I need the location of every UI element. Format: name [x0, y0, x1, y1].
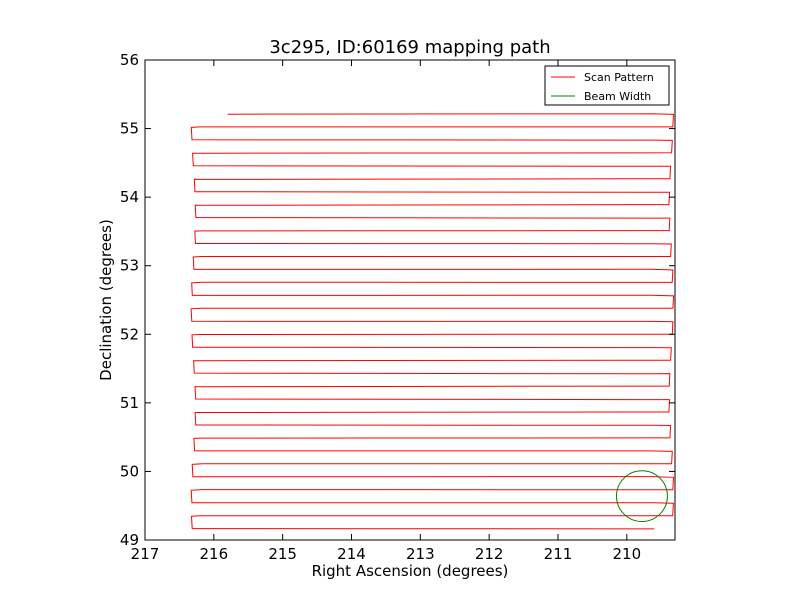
x-tick-label: 210	[612, 545, 641, 563]
x-tick-label: 215	[268, 545, 297, 563]
x-tick-label: 211	[544, 545, 573, 563]
y-tick-label: 49	[120, 531, 139, 549]
scan-pattern-line	[190, 113, 675, 530]
legend: Scan Pattern Beam Width	[544, 65, 670, 106]
plot-area: 217 216 215 214 213 212 211 210 49 50 51 52 53 54 55 56	[120, 51, 676, 563]
x-tick-label: 212	[475, 545, 504, 563]
y-axis-label: Declination (degrees)	[97, 219, 115, 381]
y-tick-label: 53	[120, 257, 139, 275]
chart-title: 3c295, ID:60169 mapping path	[269, 37, 550, 58]
y-tick-label: 55	[120, 120, 139, 138]
ticks-layer: 217 216 215 214 213 212 211 210 49 50 51 52 53 54 55 56	[120, 51, 675, 563]
x-tick-label: 214	[337, 545, 366, 563]
y-tick-label: 52	[120, 325, 139, 343]
y-tick-label: 51	[120, 394, 139, 412]
x-tick-label: 217	[131, 545, 160, 563]
data-viewport	[190, 113, 675, 530]
y-tick-label: 56	[120, 51, 139, 69]
data-layer	[190, 113, 675, 530]
plot-frame	[144, 59, 676, 541]
x-tick-label: 213	[406, 545, 435, 563]
legend-box	[544, 65, 670, 106]
y-tick-label: 50	[120, 462, 139, 480]
beam-width-circle	[615, 470, 668, 522]
legend-beam-width-label: Beam Width	[584, 90, 651, 103]
x-axis-label: Right Ascension (degrees)	[312, 562, 509, 580]
plot-background	[145, 60, 675, 540]
legend-scan-pattern-label: Scan Pattern	[584, 71, 654, 84]
x-tick-label: 216	[200, 545, 229, 563]
y-tick-label: 54	[120, 188, 139, 206]
